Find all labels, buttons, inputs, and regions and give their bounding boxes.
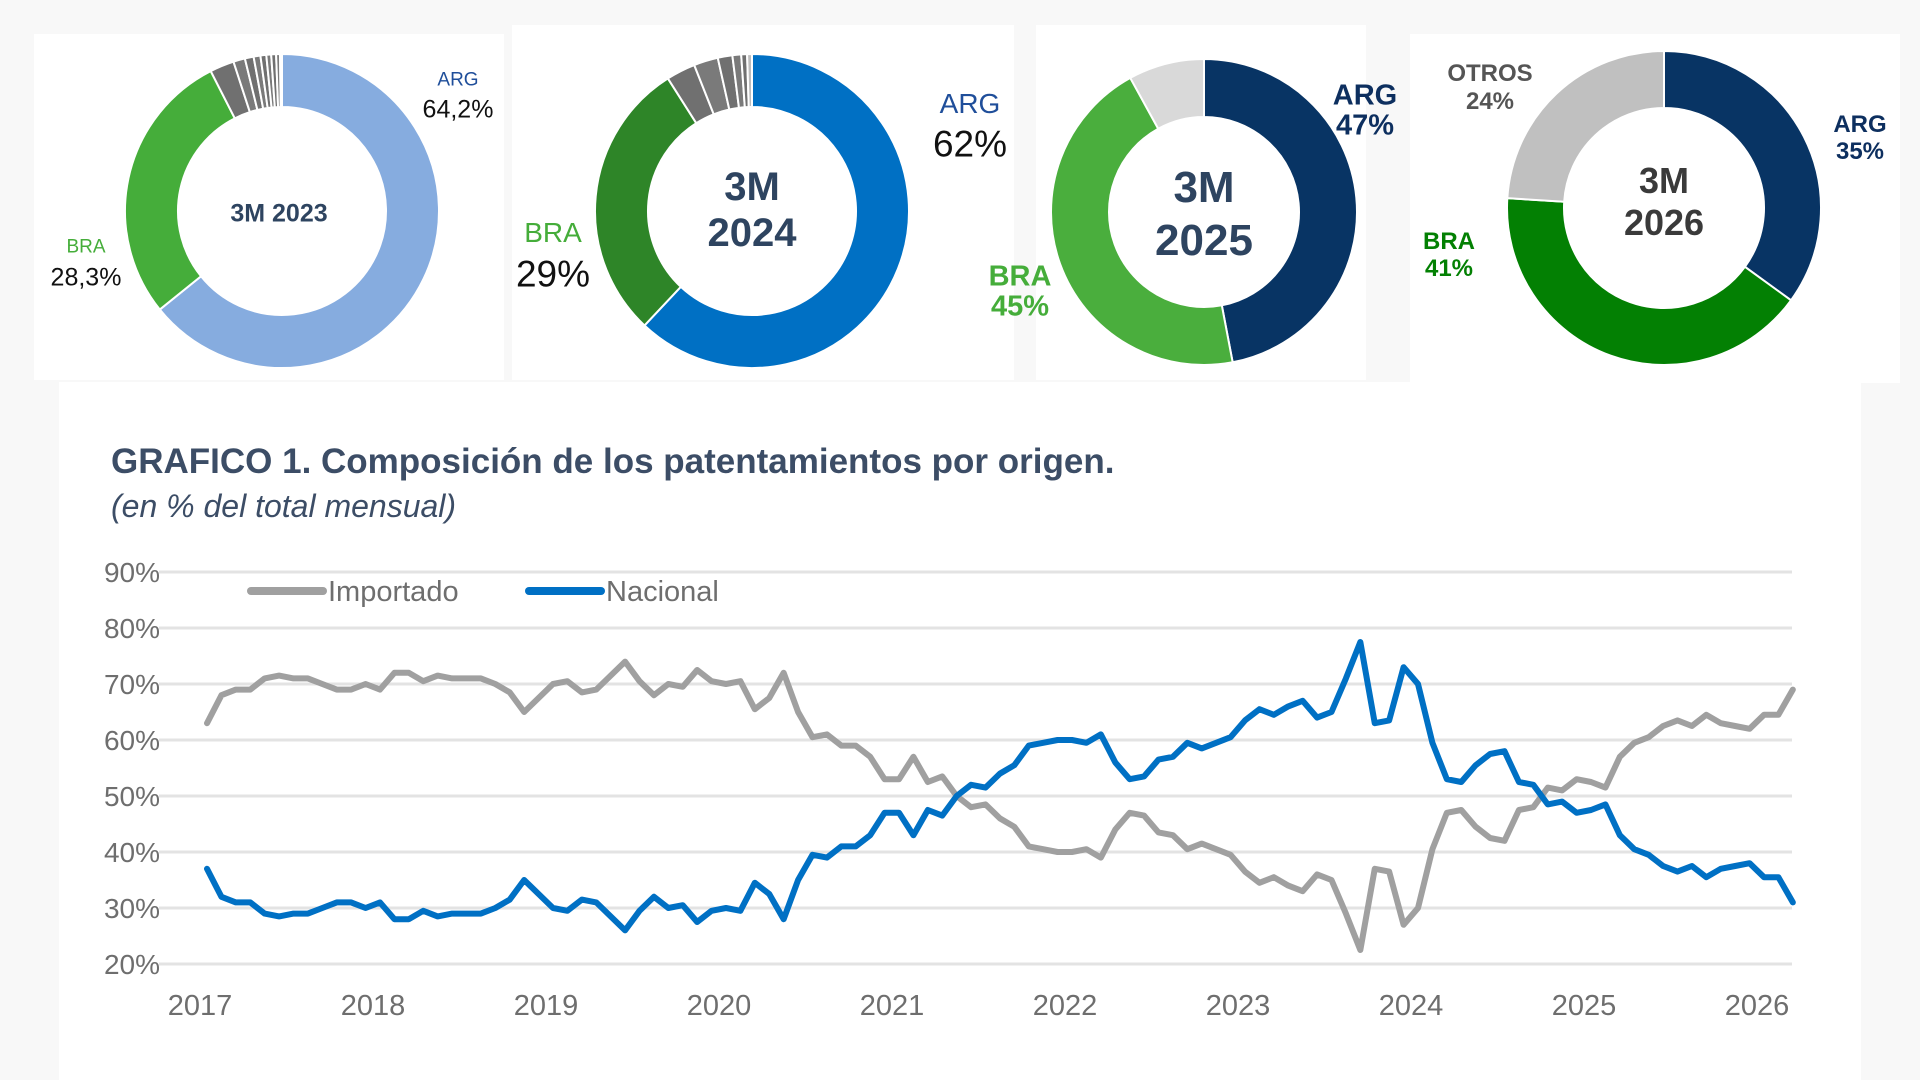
donut-2026-arg-pct: 35% <box>1835 138 1885 165</box>
donut-2026-center-line1: 3M <box>1638 160 1690 201</box>
donut-1-slice-bra <box>594 77 698 327</box>
donut-2026-otros-pct: 24% <box>1465 88 1515 115</box>
donut-2024-bra-pct: 29% <box>515 253 591 295</box>
donut-2025-center-line1: 3M <box>1173 163 1235 212</box>
donut-2-slice-arg <box>1203 57 1358 364</box>
donut-0-slice-bra <box>124 69 237 311</box>
chart-title: GRAFICO 1. Composición de los patentamie… <box>111 442 1115 481</box>
donut-3-slice-arg <box>1663 49 1822 302</box>
donut-2026-otros-label: OTROS <box>1447 60 1533 87</box>
line-chart-panel <box>59 382 1861 1080</box>
donut-3-slice-bra <box>1506 197 1793 366</box>
donut-2-slice-bra <box>1050 76 1234 366</box>
donut-2023-bra-label: BRA <box>66 236 106 258</box>
donut-2024-arg-label: ARG <box>939 88 1001 119</box>
donut-2024-bra-label: BRA <box>524 217 582 248</box>
donut-2025-bra-pct: 45% <box>990 290 1050 323</box>
donut-2023-center-label: 3M 2023 <box>230 199 328 228</box>
donut-charts <box>124 49 1822 369</box>
donut-2025-arg-label: ARG <box>1332 79 1398 112</box>
donut-2-slice-otros <box>1128 57 1205 131</box>
donut-2026-center-line2: 2026 <box>1623 202 1705 243</box>
donut-2026-arg-label: ARG <box>1833 111 1887 138</box>
donut-1-slice-arg <box>643 52 910 369</box>
donut-2025-bra-label: BRA <box>988 260 1052 293</box>
donut-2024-arg-pct: 62% <box>932 123 1008 165</box>
donut-2023-arg-pct: 64,2% <box>422 95 494 124</box>
donut-2025-arg-pct: 47% <box>1335 109 1395 142</box>
donut-1-slice-otros <box>746 52 753 109</box>
chart-subtitle: (en % del total mensual) <box>111 488 457 524</box>
donut-0-slice-otros <box>279 52 283 109</box>
donut-2024-center-line1: 3M <box>724 165 780 209</box>
donut-2024-center-line2: 2024 <box>707 211 797 255</box>
donut-2023-arg-label: ARG <box>437 69 479 91</box>
donut-3-slice-otros <box>1506 49 1665 203</box>
donut-2026-bra-pct: 41% <box>1424 255 1474 282</box>
donut-2026-bra-label: BRA <box>1423 228 1475 255</box>
donut-2023-bra-pct: 28,3% <box>50 263 122 292</box>
donut-0-slice-arg <box>158 52 440 369</box>
donut-2025-center-line2: 2025 <box>1155 216 1253 265</box>
